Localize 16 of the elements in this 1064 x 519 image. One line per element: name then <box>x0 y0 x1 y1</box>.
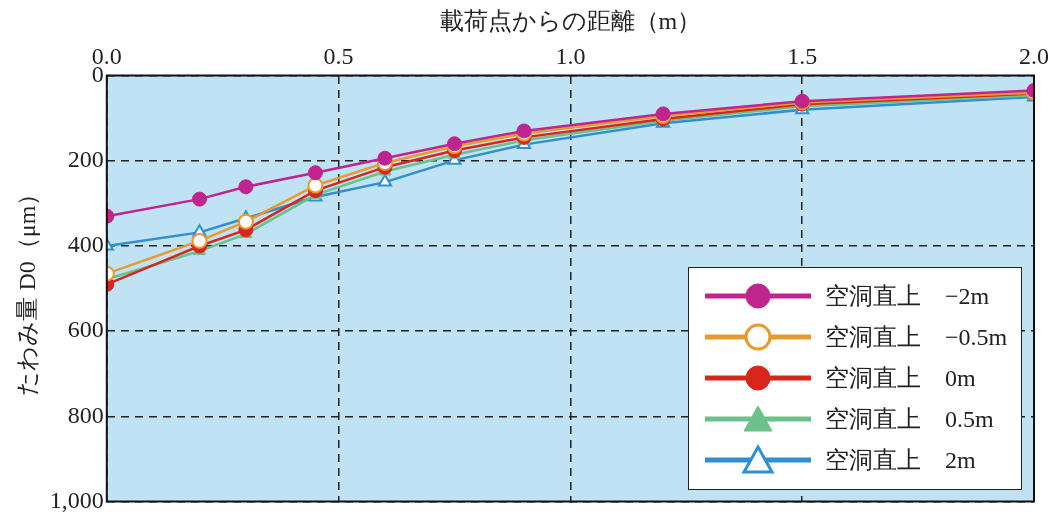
legend-label: 空洞直上 2m <box>825 446 976 476</box>
legend-label: 空洞直上 0m <box>825 364 976 394</box>
y-tick-label: 400 <box>67 231 104 258</box>
legend-label: 空洞直上 −2m <box>825 282 990 312</box>
y-axis-title: たわみ量 D0（μm） <box>13 181 40 396</box>
x-axis-title: 載荷点からの距離（m） <box>439 7 702 34</box>
x-tick-label: 2.0 <box>1019 43 1049 70</box>
x-tick-label: 0.5 <box>323 43 354 70</box>
y-tick-label: 600 <box>67 316 104 343</box>
x-tick-label: 1.5 <box>787 43 818 70</box>
legend-label: 空洞直上 0.5m <box>825 405 994 435</box>
y-tick-label: 200 <box>67 146 104 173</box>
y-tick-label: 1,000 <box>49 486 104 513</box>
legend-label: 空洞直上 −0.5m <box>825 323 1008 353</box>
x-tick-label: 1.0 <box>555 43 586 70</box>
y-tick-label: 800 <box>67 401 104 428</box>
